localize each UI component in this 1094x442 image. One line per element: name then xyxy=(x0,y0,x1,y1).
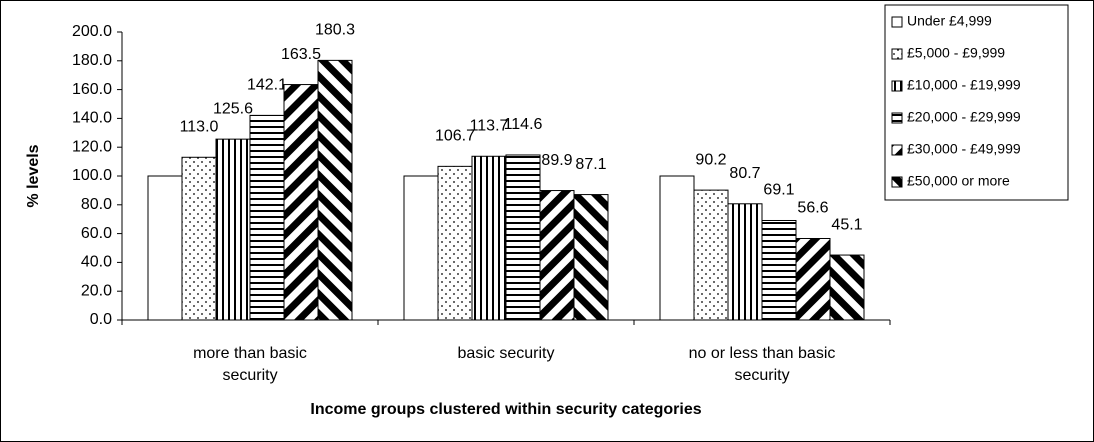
bar xyxy=(795,237,831,321)
bar xyxy=(659,175,695,321)
bar xyxy=(573,194,609,321)
y-tick-label: 0.0 xyxy=(90,311,112,328)
x-axis-title: Income groups clustered within security … xyxy=(310,401,701,418)
y-tick-label: 140.0 xyxy=(72,110,112,127)
y-tick-label: 100.0 xyxy=(72,167,112,184)
data-label: 89.9 xyxy=(541,152,572,169)
data-label: 45.1 xyxy=(831,216,862,233)
data-label: 113.0 xyxy=(180,118,219,135)
data-label: 142.1 xyxy=(247,77,287,94)
y-tick-label: 80.0 xyxy=(81,196,112,213)
y-axis-title: % levels xyxy=(25,144,42,207)
bar xyxy=(505,154,541,321)
bar xyxy=(829,254,865,321)
bar xyxy=(317,59,353,321)
bar xyxy=(761,219,797,321)
legend-swatch xyxy=(891,16,903,28)
legend-swatch xyxy=(891,112,903,124)
legend-label: £20,000 - £29,999 xyxy=(907,109,1021,125)
bar xyxy=(215,138,251,321)
data-label: 87.1 xyxy=(575,156,606,173)
legend-label: Under £4,999 xyxy=(907,13,992,29)
y-tick-label: 180.0 xyxy=(72,52,112,69)
legend-swatch xyxy=(891,80,903,92)
data-label: 125.6 xyxy=(213,100,253,117)
legend-label: £30,000 - £49,999 xyxy=(907,141,1021,157)
bar xyxy=(147,175,183,321)
y-tick-label: 40.0 xyxy=(81,254,112,271)
legend-label: £50,000 or more xyxy=(907,173,1010,189)
data-label: 180.3 xyxy=(315,22,355,39)
bar xyxy=(437,165,473,321)
bar xyxy=(181,156,217,321)
legend-label: £5,000 - £9,999 xyxy=(907,45,1005,61)
data-label: 113.7 xyxy=(470,117,509,134)
y-tick-label: 20.0 xyxy=(81,282,112,299)
data-label: 69.1 xyxy=(763,182,794,199)
x-tick-label: no or less than basic security xyxy=(689,345,836,384)
data-label: 106.7 xyxy=(435,128,475,145)
legend-swatch xyxy=(891,144,903,156)
legend-swatch xyxy=(891,48,903,60)
bar xyxy=(471,155,507,321)
data-label: 90.2 xyxy=(695,151,726,168)
y-tick-label: 60.0 xyxy=(81,225,112,242)
legend-label: £10,000 - £19,999 xyxy=(907,77,1021,93)
bar xyxy=(727,203,763,321)
y-tick-label: 120.0 xyxy=(72,138,112,155)
bar xyxy=(249,114,285,321)
bar xyxy=(539,190,575,321)
legend-box xyxy=(884,4,1069,201)
bar xyxy=(693,189,729,321)
x-tick-label: basic security xyxy=(458,345,555,362)
y-tick-label: 160.0 xyxy=(72,81,112,98)
data-label: 163.5 xyxy=(281,46,321,63)
data-label: 56.6 xyxy=(797,200,828,217)
bar xyxy=(403,175,439,321)
data-label: 80.7 xyxy=(729,165,760,182)
bar xyxy=(283,84,319,321)
legend-swatch xyxy=(891,176,903,188)
y-tick-label: 200.0 xyxy=(72,23,112,40)
data-label: 114.6 xyxy=(504,116,543,133)
x-tick-label: more than basic security xyxy=(193,345,307,384)
